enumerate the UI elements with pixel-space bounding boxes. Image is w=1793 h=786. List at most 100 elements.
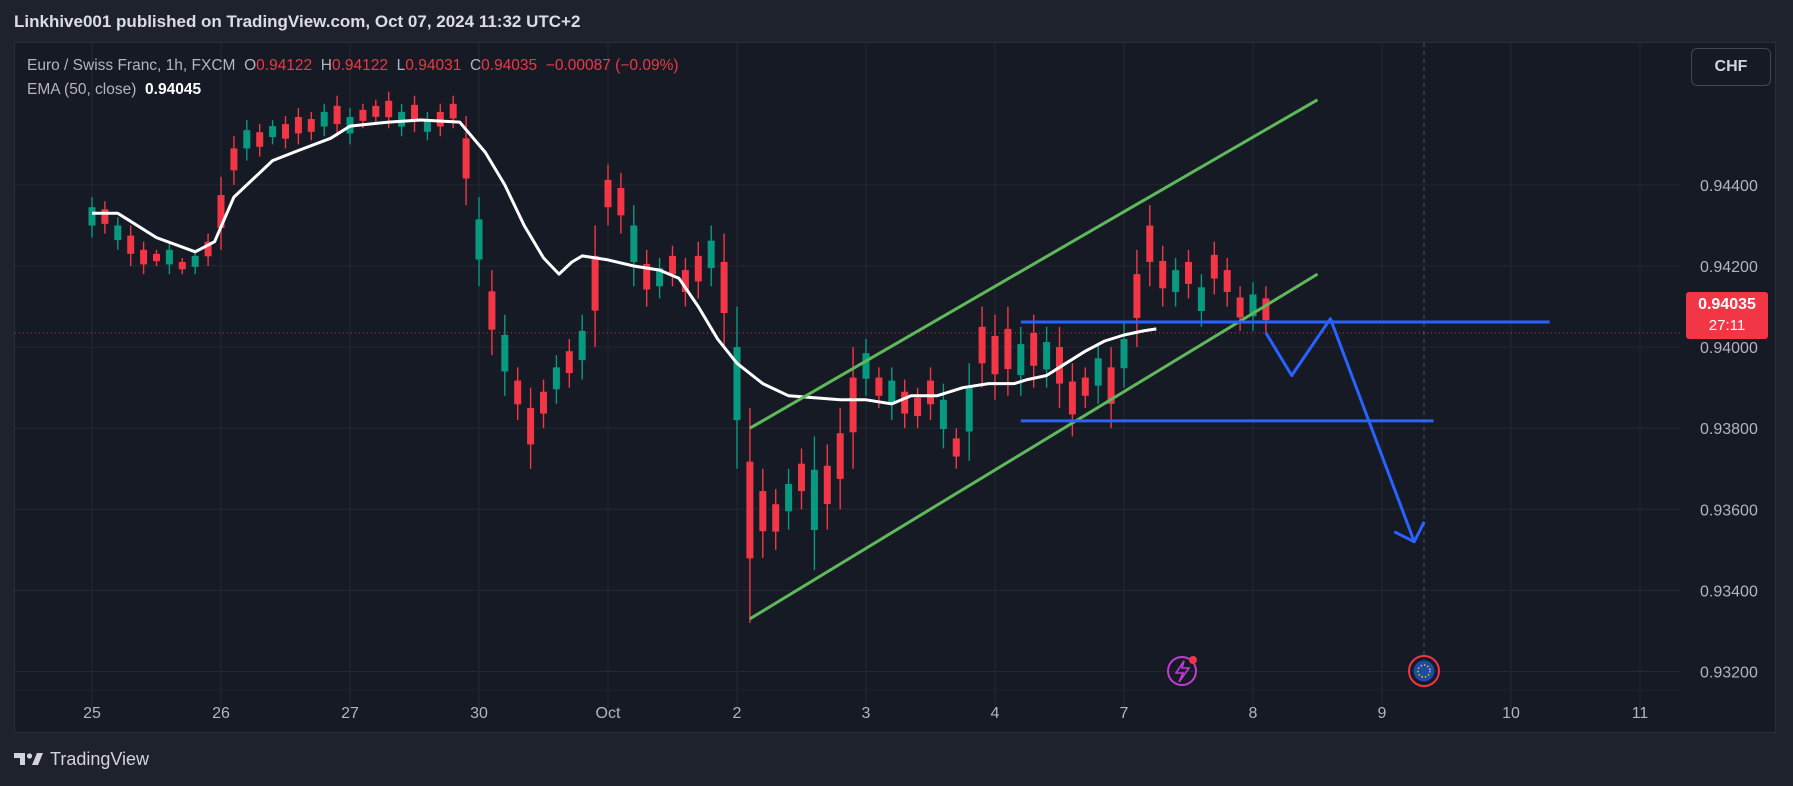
candle-body	[294, 117, 302, 134]
publisher-line: Linkhive001 published on TradingView.com…	[14, 12, 581, 31]
legend-symbol-row[interactable]: Euro / Swiss Franc, 1h, FXCM O0.94122 H0…	[27, 54, 679, 78]
close-label: C	[469, 57, 482, 74]
projection-path	[1264, 317, 1416, 543]
x-tick-label: 25	[83, 705, 101, 722]
x-tick-label: 27	[341, 705, 359, 722]
candle-body	[1081, 377, 1089, 396]
eu-flag-event-icon[interactable]	[1408, 655, 1440, 687]
candle-body	[939, 399, 947, 430]
candle-body	[681, 270, 689, 292]
candle-body	[423, 119, 431, 132]
candle-body	[669, 255, 676, 275]
tradingview-logo-icon	[14, 753, 43, 765]
candle-body	[475, 219, 483, 260]
candle-body	[243, 130, 251, 149]
candle-body	[733, 347, 741, 421]
candle-body	[333, 105, 341, 125]
candle-body	[1094, 358, 1102, 386]
candle-body	[772, 504, 780, 532]
candle-body	[204, 241, 212, 257]
ema-line	[92, 118, 1157, 406]
candle-body	[191, 255, 199, 267]
x-tick-label: 3	[862, 705, 871, 722]
candle-body	[462, 138, 470, 179]
channel-line	[749, 98, 1319, 430]
candle-body	[914, 397, 922, 417]
candle-body	[759, 491, 767, 532]
candle-body	[436, 111, 444, 127]
candle-body	[604, 179, 612, 208]
chart-legend: Euro / Swiss Franc, 1h, FXCM O0.94122 H0…	[27, 54, 679, 102]
candle-body	[591, 255, 599, 311]
candle-body	[810, 469, 818, 530]
candle-body	[720, 261, 728, 314]
candle-body	[1236, 297, 1244, 318]
candle-body	[1004, 328, 1012, 370]
candle-body	[256, 132, 264, 147]
candle-body	[114, 225, 122, 241]
candle-body	[1185, 261, 1192, 284]
candle-body	[888, 380, 896, 405]
currency-button[interactable]: CHF	[1691, 48, 1771, 86]
x-tick-label: 10	[1502, 705, 1520, 722]
y-tick-label: 0.93800	[1700, 421, 1758, 438]
candle-body	[1043, 342, 1051, 370]
candle-body	[694, 255, 702, 282]
candle-body	[230, 148, 238, 171]
candle-body	[1017, 344, 1025, 376]
candle-body	[527, 407, 535, 445]
x-tick-label: 2	[733, 705, 742, 722]
candle-body	[901, 391, 909, 414]
candle-body	[578, 330, 586, 361]
candle-body	[836, 433, 844, 479]
candle-body	[359, 109, 367, 121]
candle-body	[1249, 294, 1257, 317]
candle-body	[101, 209, 109, 224]
candle-body	[1056, 347, 1063, 384]
candle-body	[165, 249, 173, 265]
close-value: 0.94035	[481, 57, 538, 74]
candle-body	[630, 225, 638, 262]
x-tick-label: 4	[991, 705, 1000, 722]
open-value: 0.94122	[256, 57, 313, 74]
y-tick-label: 0.93600	[1700, 502, 1758, 519]
brand-name: TradingView	[50, 748, 150, 769]
candle-body	[746, 461, 754, 559]
candle-body	[862, 353, 870, 379]
candle-body	[785, 483, 793, 512]
top-bar: Linkhive001 published on TradingView.com…	[0, 0, 1793, 42]
low-label: L	[396, 57, 406, 74]
lightning-event-icon[interactable]	[1167, 656, 1197, 686]
tradingview-brand[interactable]: TradingView	[14, 749, 149, 769]
x-tick-label: 11	[1632, 705, 1649, 722]
x-tick-label: 26	[212, 705, 230, 722]
legend-ema-row[interactable]: EMA (50, close) 0.94045	[27, 78, 679, 102]
high-label: H	[320, 57, 332, 74]
x-tick-label: Oct	[596, 705, 621, 722]
candle-body	[849, 377, 857, 433]
last-price-value: 0.94035	[1698, 296, 1756, 313]
candle-body	[488, 291, 496, 330]
candle-body	[1262, 298, 1270, 321]
ema-label[interactable]: EMA (50, close)	[27, 81, 137, 98]
candle-body	[643, 263, 651, 290]
candle-body	[178, 261, 186, 270]
candle-body	[1210, 254, 1218, 279]
candle-body	[320, 111, 328, 127]
candle-body	[282, 124, 289, 139]
candle-body	[823, 465, 831, 505]
plot-area	[88, 91, 1550, 623]
candle-body	[1030, 332, 1038, 366]
candle-body	[1120, 339, 1128, 369]
last-price-tag: 0.94035 27:11	[1686, 292, 1768, 339]
y-tick-label: 0.94200	[1700, 259, 1758, 276]
candle-body	[617, 187, 625, 216]
projection-arrowhead	[1393, 521, 1426, 544]
channel-line	[749, 272, 1319, 621]
candle-body	[565, 351, 573, 374]
candle-body	[449, 103, 457, 119]
candle-body	[1197, 287, 1205, 312]
symbol-name[interactable]: Euro / Swiss Franc, 1h, FXCM	[27, 57, 236, 74]
bar-countdown: 27:11	[1708, 317, 1746, 334]
